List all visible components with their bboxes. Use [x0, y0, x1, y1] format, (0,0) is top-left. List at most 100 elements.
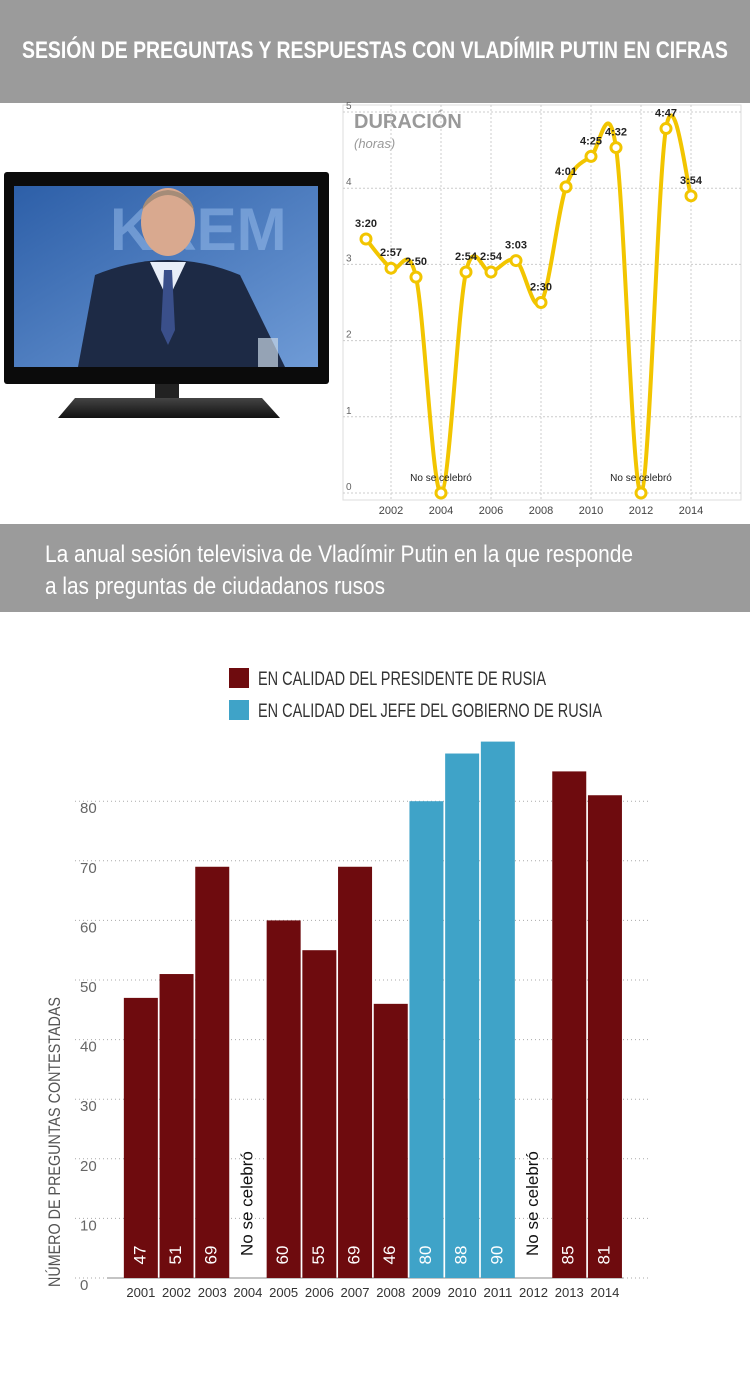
x-tick-label: 2009 — [412, 1285, 441, 1300]
point — [559, 180, 573, 194]
data-label: No se celebró — [410, 473, 472, 484]
point — [684, 189, 698, 203]
data-label: 2:54 — [480, 251, 503, 263]
data-label: 80 — [416, 1246, 435, 1265]
bar — [480, 741, 515, 1278]
data-label: 51 — [166, 1246, 185, 1265]
point — [384, 261, 398, 275]
point — [509, 254, 523, 268]
y-tick-label: 40 — [80, 1039, 97, 1056]
x-tick-label: 2012 — [519, 1285, 548, 1300]
page-title: SESIÓN DE PREGUNTAS Y RESPUESTAS CON VLA… — [22, 36, 728, 64]
x-tick-label: 2006 — [305, 1285, 334, 1300]
y-tick-label: 2 — [346, 330, 352, 341]
point — [634, 486, 648, 500]
y-tick-label: 50 — [80, 979, 97, 996]
point — [434, 486, 448, 500]
x-tick-label: 2007 — [341, 1285, 370, 1300]
data-label: 4:47 — [655, 108, 677, 120]
bar — [159, 974, 194, 1278]
x-tick-label: 2002 — [379, 505, 403, 517]
data-label: 4:32 — [605, 127, 627, 139]
bar — [552, 771, 587, 1278]
intro-line: a las preguntas de ciudadanos rusos — [45, 573, 385, 600]
data-label: 4:25 — [580, 135, 602, 147]
y-axis-label: NÚMERO DE PREGUNTAS CONTESTADAS — [45, 997, 64, 1287]
x-tick-label: 2005 — [269, 1285, 298, 1300]
data-label: 60 — [273, 1246, 292, 1265]
data-label: 4:01 — [555, 166, 577, 178]
svg-text:KREM: KREM — [110, 196, 287, 263]
intro-line: La anual sesión televisiva de Vladímir P… — [45, 541, 633, 568]
data-label: 46 — [380, 1246, 399, 1265]
header-band — [0, 0, 750, 103]
x-tick-label: 2010 — [448, 1285, 477, 1300]
data-label: 2:57 — [380, 247, 402, 259]
bar — [266, 920, 301, 1278]
x-tick-label: 2012 — [629, 505, 653, 517]
x-tick-label: 2008 — [529, 505, 553, 517]
data-label: 2:54 — [455, 251, 478, 263]
plot-frame — [342, 104, 742, 501]
line-title: DURACIÓN — [354, 109, 462, 133]
point — [359, 232, 373, 246]
intro-band — [0, 524, 750, 612]
data-label: 2:30 — [530, 282, 552, 294]
point — [609, 141, 623, 155]
bar — [195, 866, 230, 1278]
data-label: 81 — [594, 1246, 613, 1265]
y-tick-label: 0 — [80, 1277, 88, 1294]
point — [459, 265, 473, 279]
y-tick-label: 30 — [80, 1098, 97, 1115]
annotation: No se celebró — [523, 1151, 542, 1256]
bar — [445, 753, 480, 1278]
y-tick-label: 4 — [346, 177, 352, 188]
x-tick-label: 2008 — [376, 1285, 405, 1300]
data-label: 3:54 — [680, 175, 703, 187]
bar — [373, 1003, 408, 1278]
data-label: 3:20 — [355, 218, 377, 230]
x-tick-label: 2006 — [479, 505, 503, 517]
y-tick-label: 10 — [80, 1217, 97, 1234]
y-tick-label: 20 — [80, 1158, 97, 1175]
y-tick-label: 0 — [346, 482, 352, 493]
bar — [338, 866, 373, 1278]
data-label: 88 — [452, 1246, 471, 1265]
legend-swatch — [229, 668, 249, 688]
legend-swatch — [229, 700, 249, 720]
legend-label: EN CALIDAD DEL PRESIDENTE DE RUSIA — [258, 669, 546, 690]
y-tick-label: 80 — [80, 800, 97, 817]
point — [584, 149, 598, 163]
line — [364, 113, 693, 496]
x-tick-label: 2003 — [198, 1285, 227, 1300]
data-label: 47 — [130, 1246, 149, 1265]
x-tick-label: 2014 — [679, 505, 703, 517]
data-label: 55 — [309, 1246, 328, 1265]
point — [409, 270, 423, 284]
y-tick-label: 1 — [346, 406, 352, 417]
x-tick-label: 2002 — [162, 1285, 191, 1300]
data-label: No se celebró — [610, 473, 672, 484]
point — [534, 296, 548, 309]
y-tick-label: 3 — [346, 253, 352, 264]
x-tick-label: 2004 — [233, 1285, 262, 1300]
bar — [409, 801, 444, 1278]
bar — [587, 795, 622, 1278]
point — [484, 265, 498, 279]
point — [659, 122, 673, 136]
x-tick-label: 2001 — [126, 1285, 155, 1300]
bar — [302, 950, 337, 1278]
x-tick-label: 2014 — [590, 1285, 619, 1300]
annotation: No se celebró — [237, 1151, 256, 1256]
tv-illustration: KREM — [4, 172, 329, 418]
bar — [123, 997, 158, 1278]
y-tick-label: 60 — [80, 919, 97, 936]
legend-label: EN CALIDAD DEL JEFE DEL GOBIERNO DE RUSI… — [258, 701, 602, 722]
line-subtitle: (horas) — [354, 136, 395, 151]
x-tick-label: 2013 — [555, 1285, 584, 1300]
data-label: 69 — [345, 1246, 364, 1265]
data-label: 2:50 — [405, 256, 427, 268]
data-label: 3:03 — [505, 240, 527, 252]
